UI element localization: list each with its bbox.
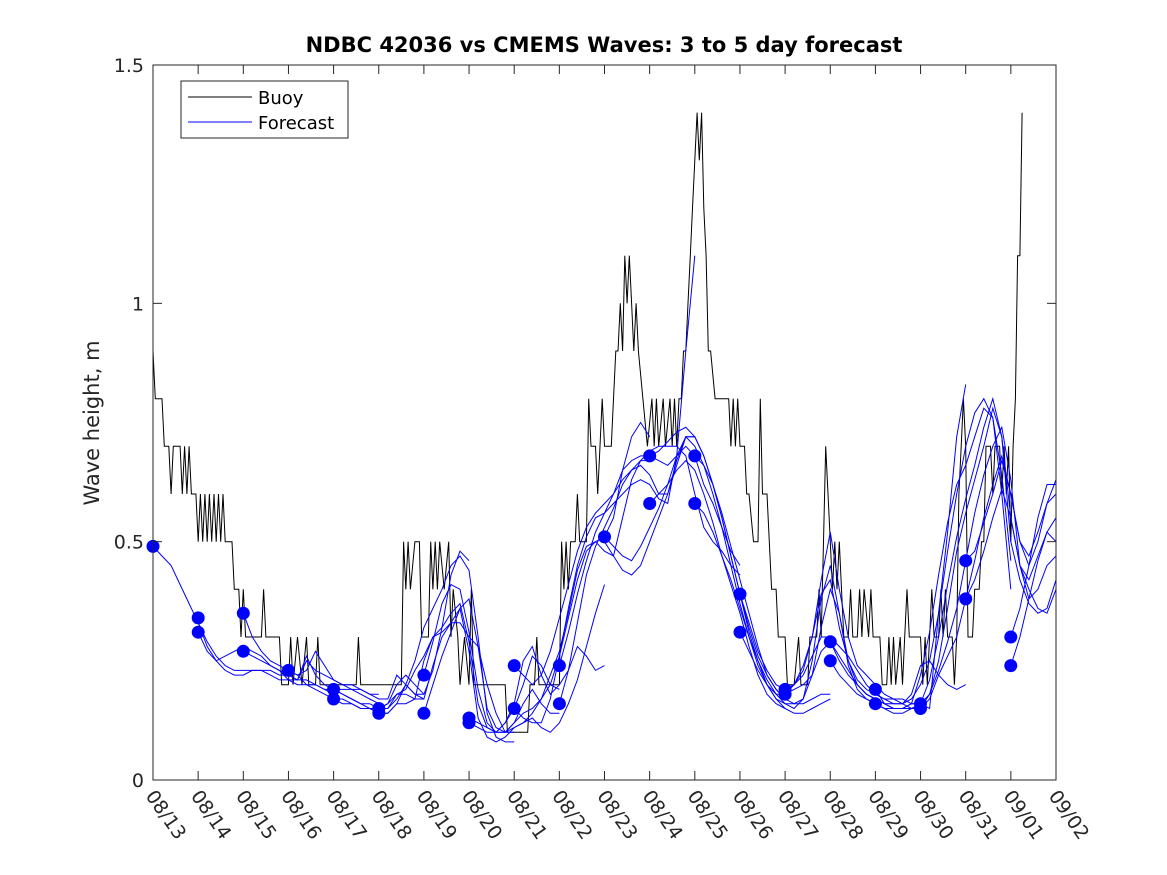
forecast-start-marker-3	[236, 606, 250, 620]
forecast-line-31	[875, 396, 1057, 714]
forecast-start-marker-27	[823, 635, 837, 649]
forecast-start-marker-17	[552, 659, 566, 673]
y-tick-label-0: 0	[132, 770, 144, 792]
forecast-line-24	[739, 532, 921, 705]
y-axis-label: Wave height, m	[80, 340, 104, 505]
forecast-start-marker-36	[1004, 659, 1018, 673]
forecast-start-marker-28	[823, 654, 837, 668]
plot-area	[153, 65, 1056, 780]
forecast-start-marker-9	[372, 706, 386, 720]
forecast-start-marker-5	[281, 663, 295, 677]
buoy-line	[152, 112, 1023, 733]
forecast-line-32	[920, 425, 1057, 705]
forecast-start-marker-26	[778, 687, 792, 701]
forecast-line-3	[242, 613, 425, 700]
forecast-line-36	[1010, 484, 1056, 638]
forecast-line-29	[829, 407, 1012, 709]
forecast-start-marker-6	[327, 682, 341, 696]
forecast-line-35	[965, 487, 1057, 600]
forecast-start-marker-30	[868, 697, 882, 711]
forecast-line-9	[378, 602, 560, 733]
legend-label-forecast: Forecast	[258, 113, 334, 134]
forecast-line-21	[649, 459, 831, 714]
forecast-start-marker-20	[643, 497, 657, 510]
forecast-line-28	[829, 397, 1012, 705]
legend: Buoy Forecast	[180, 80, 349, 139]
forecast-start-marker-23	[733, 587, 747, 601]
forecast-line-6	[333, 622, 515, 733]
legend-label-buoy: Buoy	[258, 88, 304, 109]
forecast-start-marker-34	[959, 592, 973, 606]
forecast-start-marker-2	[191, 625, 205, 639]
buoy-series	[152, 112, 1023, 733]
forecast-line-34	[965, 458, 1057, 567]
forecast-start-marker-11	[417, 706, 431, 720]
forecast-start-marker-21	[688, 449, 702, 463]
forecast-start-marker-19	[643, 449, 657, 463]
forecast-line-2	[197, 631, 379, 695]
forecast-line-25	[739, 578, 921, 709]
forecast-start-markers	[146, 449, 1018, 730]
forecast-start-marker-32	[914, 702, 927, 715]
forecast-start-marker-16	[552, 697, 566, 711]
forecast-start-marker-10	[417, 668, 431, 682]
chart-title: NDBC 42036 vs CMEMS Waves: 3 to 5 day fo…	[306, 33, 903, 57]
forecast-line-18	[604, 435, 786, 709]
forecast-start-marker-18	[598, 530, 611, 544]
forecast-line-8	[378, 597, 560, 733]
forecast-start-marker-14	[507, 702, 521, 715]
y-tick-labels: 0 0.5 1 1.5	[114, 55, 144, 792]
legend-box	[180, 80, 349, 139]
forecast-start-marker-1	[191, 611, 205, 625]
forecast-start-marker-15	[507, 659, 521, 673]
forecast-start-marker-4	[236, 644, 250, 658]
axis-ticks	[152, 64, 1057, 781]
y-tick-label-1: 0.5	[114, 532, 144, 554]
forecast-start-marker-13	[462, 716, 476, 730]
forecast-start-marker-35	[1004, 630, 1018, 644]
forecast-start-marker-24	[733, 625, 747, 639]
forecast-line-15	[513, 436, 695, 686]
y-tick-label-3: 1.5	[114, 55, 144, 77]
y-tick-label-2: 1	[132, 293, 144, 315]
forecast-start-marker-29	[868, 682, 882, 696]
forecast-start-marker-33	[959, 554, 973, 568]
forecast-start-marker-22	[688, 497, 702, 510]
forecast-line-37	[1010, 531, 1057, 666]
forecast-line-13	[468, 460, 650, 733]
forecast-start-marker-7	[327, 692, 341, 706]
forecast-line-0	[152, 546, 334, 695]
